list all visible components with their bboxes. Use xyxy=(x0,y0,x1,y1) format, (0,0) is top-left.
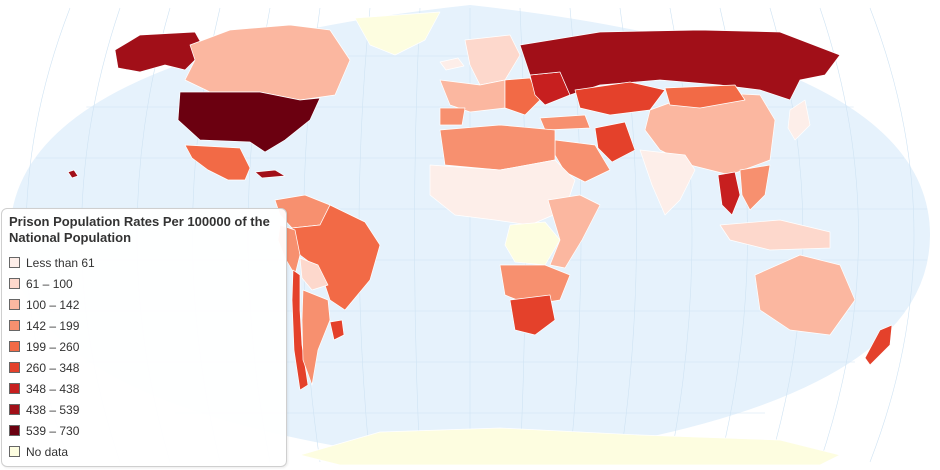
country-region[interactable]: South Africa xyxy=(509,294,556,336)
legend-swatch xyxy=(9,257,20,268)
country-region[interactable]: United States xyxy=(177,91,321,153)
country-region[interactable]: Iran xyxy=(594,121,636,163)
country-region[interactable]: Indonesia xyxy=(719,219,831,251)
legend-swatch xyxy=(9,404,20,415)
country-region[interactable]: Russia xyxy=(519,29,841,101)
country-region[interactable]: Sahel xyxy=(429,159,576,226)
country-region[interactable]: Iceland xyxy=(439,57,465,71)
country-region[interactable]: Bolivia xyxy=(299,257,329,291)
country-region[interactable]: India xyxy=(639,149,696,216)
country-region[interactable]: Thailand xyxy=(717,171,741,216)
legend: Prison Population Rates Per 100000 of th… xyxy=(1,208,287,467)
legend-item[interactable]: 438 – 539 xyxy=(9,399,280,420)
country-region[interactable]: Spain xyxy=(439,107,466,126)
country-region[interactable]: Greenland xyxy=(354,11,441,56)
meridian-line xyxy=(819,7,859,463)
country-region[interactable]: Antarctica xyxy=(299,427,841,466)
legend-label: 142 – 199 xyxy=(26,318,80,333)
country-region[interactable]: Turkey xyxy=(539,114,591,131)
legend-item[interactable]: Less than 61 xyxy=(9,252,280,273)
legend-items: Less than 61 61 – 100 100 – 142 142 – 199 19… xyxy=(9,252,280,462)
legend-label: 100 – 142 xyxy=(26,297,80,312)
legend-label: 348 – 438 xyxy=(26,381,80,396)
country-region[interactable]: Argentina xyxy=(301,289,331,386)
legend-item[interactable]: 142 – 199 xyxy=(9,315,280,336)
country-region[interactable]: Southeast Asia xyxy=(739,164,771,211)
legend-swatch xyxy=(9,362,20,373)
legend-swatch xyxy=(9,446,20,457)
legend-swatch xyxy=(9,341,20,352)
legend-label: 260 – 348 xyxy=(26,360,80,375)
country-region[interactable]: Cuba xyxy=(254,169,286,179)
meridian-line xyxy=(414,7,421,463)
legend-item[interactable]: No data xyxy=(9,441,280,462)
country-region[interactable]: East Africa xyxy=(547,194,601,269)
legend-item[interactable]: 100 – 142 xyxy=(9,294,280,315)
legend-item[interactable]: 260 – 348 xyxy=(9,357,280,378)
country-region[interactable]: Mongolia xyxy=(664,84,746,109)
legend-swatch xyxy=(9,299,20,310)
legend-label: No data xyxy=(26,444,69,459)
legend-swatch xyxy=(9,425,20,436)
country-region[interactable]: Japan xyxy=(787,99,811,141)
legend-item[interactable]: 61 – 100 xyxy=(9,273,280,294)
country-region[interactable]: Uruguay xyxy=(329,319,345,341)
legend-label: Less than 61 xyxy=(26,255,95,270)
legend-label: 199 – 260 xyxy=(26,339,80,354)
legend-item[interactable]: 539 – 730 xyxy=(9,420,280,441)
legend-swatch xyxy=(9,383,20,394)
country-region[interactable]: New Zealand xyxy=(864,324,893,366)
country-region[interactable]: Australia xyxy=(754,254,856,336)
legend-item[interactable]: 348 – 438 xyxy=(9,378,280,399)
legend-label: 61 – 100 xyxy=(26,276,73,291)
country-region[interactable]: Eastern Europe xyxy=(504,77,541,116)
legend-swatch xyxy=(9,278,20,289)
legend-label: 438 – 539 xyxy=(26,402,80,417)
legend-swatch xyxy=(9,320,20,331)
country-region[interactable]: Alaska xyxy=(114,31,206,73)
country-region[interactable]: Southern Africa xyxy=(499,264,571,306)
country-region[interactable]: Canada xyxy=(184,24,351,101)
countries: AlaskaCanadaGreenland United StatesMexico… xyxy=(67,11,893,466)
legend-item[interactable]: 199 – 260 xyxy=(9,336,280,357)
country-region[interactable]: Mexico xyxy=(184,144,251,181)
meridian-line xyxy=(869,7,915,463)
legend-label: 539 – 730 xyxy=(26,423,80,438)
legend-title: Prison Population Rates Per 100000 of th… xyxy=(9,214,270,245)
country-region[interactable]: Hawaii xyxy=(67,169,79,179)
